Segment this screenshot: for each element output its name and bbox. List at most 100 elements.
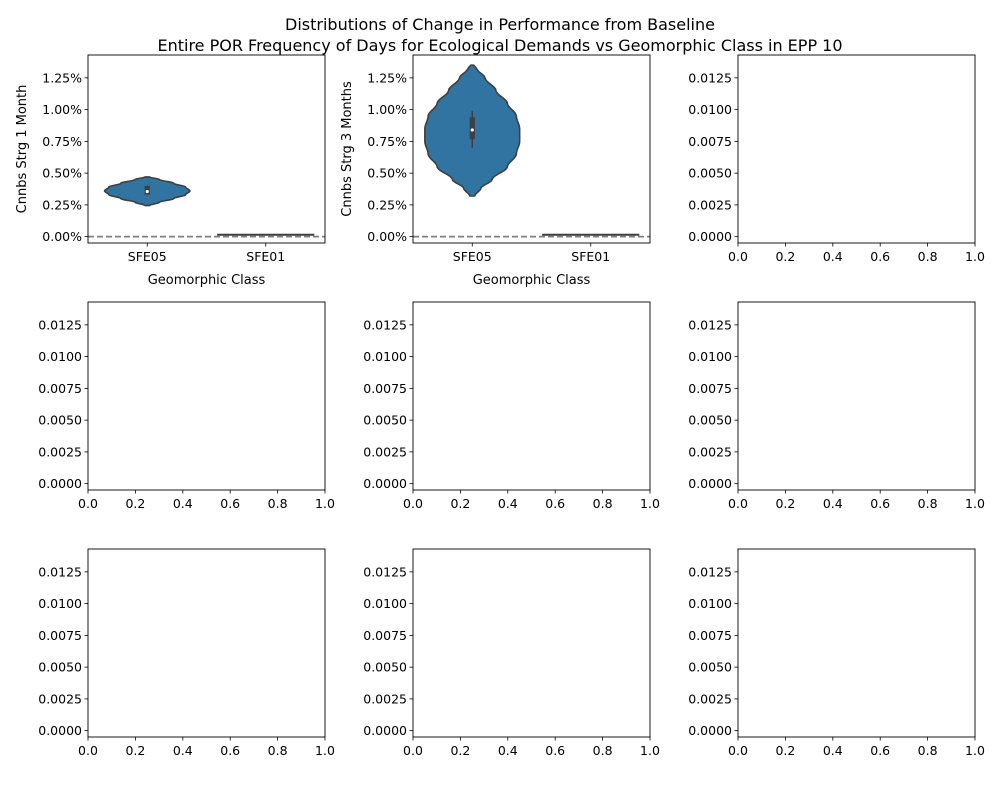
x-tick-label: 0.4 [823,743,843,758]
y-tick-label: 0.75% [367,134,407,149]
y-tick-label: 0.0000 [38,723,82,738]
subplot-grid: 0.00% 0.25% 0.50% 0.75% 1.00% 1.25% SFE05 SFE01… [15,54,985,758]
x-tick-label: 0.2 [775,496,795,511]
x-tick-label: 0.6 [870,496,890,511]
x-tick-label: 0.0 [78,743,98,758]
y-tick-label: 0.0050 [38,413,82,428]
x-tick-label: 1.0 [965,249,985,264]
y-tick-label: 0.0075 [688,628,732,643]
y-tick-label: 0.0000 [363,476,407,491]
y-tick-label: 0.75% [42,134,82,149]
subplot-1: 0.00% 0.25% 0.50% 0.75% 1.00% 1.25% SFE05 SFE01… [15,54,326,288]
y-tick-label: 0.0075 [363,628,407,643]
x-tick-label: 0.2 [450,496,470,511]
subplot-9: 0.0000 0.0025 0.0050 0.0075 0.0100 0.0125 0.0 0… [688,548,985,758]
x-tick-label: 0.4 [498,743,518,758]
x-tick-label-sfe01: SFE01 [571,249,610,264]
x-tick-label: 1.0 [315,496,335,511]
y-tick-label: 0.0075 [38,628,82,643]
x-tick-label: 0.6 [545,743,565,758]
subplot-6: 0.0000 0.0025 0.0050 0.0075 0.0100 0.0125 0.0 0… [688,301,985,511]
x-tick-label-sfe05: SFE05 [128,249,167,264]
y-tick-label: 0.0025 [363,444,407,459]
x-tick-label: 0.0 [403,743,423,758]
violin-median-sfe05 [470,128,474,132]
y-tick-label: 0.0125 [688,564,732,579]
x-tick-label: 0.4 [498,496,518,511]
y-tick-label: 0.0000 [688,723,732,738]
x-tick-label: 0.0 [728,743,748,758]
x-tick-label: 0.4 [823,496,843,511]
axes-frame [737,54,976,244]
x-tick-label: 0.8 [918,743,938,758]
x-tick-label-sfe05: SFE05 [453,249,492,264]
x-tick-label: 0.6 [545,496,565,511]
x-tick-label: 1.0 [965,496,985,511]
axes-frame [412,301,651,491]
x-axis-label: Geomorphic Class [473,273,591,288]
x-tick-label: 0.8 [918,496,938,511]
y-tick-label: 0.0075 [688,134,732,149]
subplot-4: 0.0000 0.0025 0.0050 0.0075 0.0100 0.0125 0.0 0… [38,301,335,511]
y-tick-label: 0.0125 [688,317,732,332]
x-tick-label: 0.2 [450,743,470,758]
y-tick-label: 0.0075 [363,381,407,396]
x-tick-label: 0.4 [173,496,193,511]
y-tick-label: 0.00% [42,229,82,244]
y-tick-label: 0.0100 [363,349,407,364]
x-tick-label: 0.8 [918,249,938,264]
x-tick-label: 0.6 [870,249,890,264]
y-tick-label: 0.0050 [688,413,732,428]
x-tick-label-sfe01: SFE01 [246,249,285,264]
y-tick-label: 0.0025 [38,691,82,706]
x-tick-label: 1.0 [315,743,335,758]
y-tick-label: 0.0025 [688,197,732,212]
y-tick-label: 0.50% [367,166,407,181]
y-tick-label: 0.0050 [363,660,407,675]
x-tick-label: 0.0 [728,249,748,264]
x-tick-label: 0.0 [403,496,423,511]
x-tick-label: 0.4 [823,249,843,264]
y-tick-label: 0.0100 [38,596,82,611]
x-tick-label: 1.0 [965,743,985,758]
y-axis-label: Cnnbs Strg 3 Months [340,81,355,217]
axes-frame [87,54,326,244]
subplot-7: 0.0000 0.0025 0.0050 0.0075 0.0100 0.0125 0.0 0… [38,548,335,758]
y-axis-label: Cnnbs Strg 1 Month [15,85,30,214]
x-tick-label: 0.4 [173,743,193,758]
y-tick-label: 0.0000 [688,229,732,244]
y-tick-label: 0.0100 [38,349,82,364]
subplot-3: 0.0000 0.0025 0.0050 0.0075 0.0100 0.0125 0.0 0… [688,54,985,264]
y-tick-label: 0.0000 [688,476,732,491]
y-tick-label: 0.00% [367,229,407,244]
y-tick-label: 1.25% [367,70,407,85]
y-tick-label: 0.0025 [38,444,82,459]
y-tick-label: 0.0050 [363,413,407,428]
y-tick-label: 0.50% [42,166,82,181]
y-tick-label: 0.25% [42,197,82,212]
axes-frame [737,301,976,491]
axes-frame [87,548,326,738]
y-tick-label: 0.0000 [38,476,82,491]
y-tick-label: 0.0075 [38,381,82,396]
figure-title-line2: Entire POR Frequency of Days for Ecologi… [157,36,842,55]
x-tick-label: 0.2 [125,496,145,511]
x-tick-label: 0.0 [728,496,748,511]
y-tick-label: 0.0125 [38,564,82,579]
y-tick-label: 0.25% [367,197,407,212]
x-tick-label: 0.0 [78,496,98,511]
x-tick-label: 1.0 [640,496,660,511]
x-tick-label: 0.2 [775,249,795,264]
y-tick-label: 0.0025 [688,444,732,459]
axes-frame [412,54,651,244]
y-tick-label: 0.0100 [688,102,732,117]
x-tick-label: 0.2 [775,743,795,758]
x-tick-label: 0.2 [125,743,145,758]
y-tick-label: 0.0025 [688,691,732,706]
y-tick-label: 0.0000 [363,723,407,738]
x-axis-label: Geomorphic Class [148,273,266,288]
x-tick-label: 0.8 [268,743,288,758]
y-tick-label: 0.0100 [688,596,732,611]
x-tick-label: 0.8 [268,496,288,511]
